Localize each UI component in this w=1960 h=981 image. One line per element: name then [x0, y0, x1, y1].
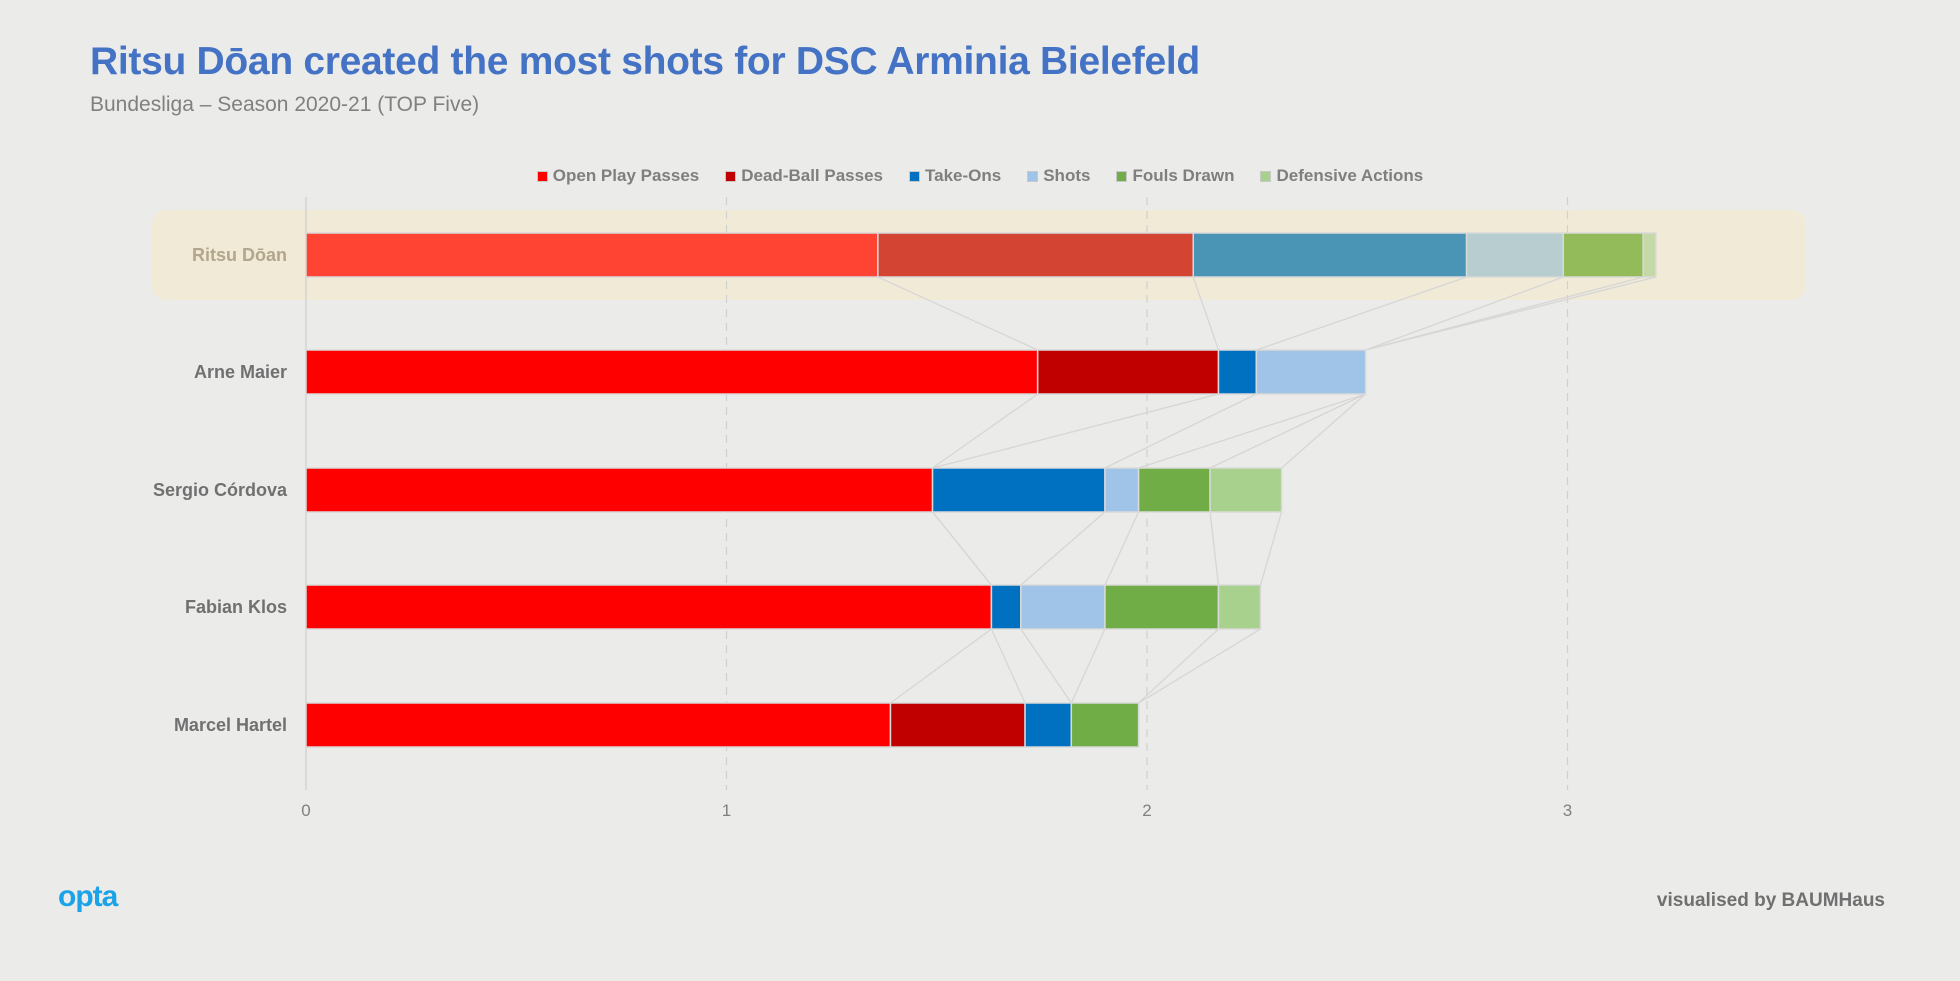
connector-line: [1365, 276, 1564, 351]
bar-segment: [1104, 584, 1220, 630]
chart-subtitle: Bundesliga – Season 2020-21 (TOP Five): [90, 93, 480, 116]
x-tick-label: 3: [1563, 801, 1572, 820]
chart-title: Ritsu Dōan created the most shots for DS…: [90, 40, 1200, 83]
legend: Open Play Passes Dead-Ball Passes Take-Ons…: [0, 166, 1960, 186]
x-tick-label: 2: [1142, 801, 1151, 820]
bar-segment: [1036, 349, 1220, 395]
bar-segment: [305, 584, 993, 630]
connector-line: [1104, 511, 1140, 586]
connector-line: [1192, 276, 1220, 351]
x-tick-label: 0: [301, 801, 310, 820]
bar-segment: [305, 232, 879, 278]
legend-item: Dead-Ball Passes: [725, 166, 883, 186]
connector-line: [990, 628, 1026, 704]
player-label: Ritsu Dōan: [192, 245, 287, 265]
credit-text: visualised by BAUMHaus: [1656, 890, 1885, 911]
connector-line: [877, 276, 1038, 351]
bar-segment: [1255, 349, 1367, 395]
player-label: Fabian Klos: [185, 597, 287, 617]
bar-segment: [1217, 584, 1262, 630]
bar-segment: [305, 349, 1039, 395]
connector-line: [1020, 628, 1072, 704]
connector-line: [1138, 628, 1261, 704]
connector-line: [1281, 393, 1367, 469]
player-label: Sergio Córdova: [153, 480, 288, 500]
connector-lines: [877, 276, 1656, 704]
bar-segment: [305, 702, 892, 748]
legend-swatch: [1116, 170, 1128, 182]
legend-swatch: [536, 170, 548, 182]
legend-swatch: [725, 170, 737, 182]
legend-label: Open Play Passes: [552, 166, 700, 185]
connector-line: [890, 628, 992, 704]
connector-line: [932, 511, 992, 586]
bar-segment: [1465, 232, 1565, 278]
bar-segment: [931, 467, 1106, 513]
bar-segment: [305, 467, 934, 513]
legend-item: Defensive Actions: [1260, 166, 1423, 186]
bar-segment: [1642, 232, 1657, 278]
connector-line: [1138, 393, 1366, 469]
player-label: Marcel Hartel: [174, 715, 287, 735]
legend-swatch: [1027, 170, 1039, 182]
bar-segment: [1104, 467, 1140, 513]
player-label: Arne Maier: [194, 362, 287, 382]
bar-segment: [1137, 467, 1211, 513]
connector-line: [1209, 393, 1366, 469]
legend-item: Fouls Drawn: [1116, 166, 1234, 186]
legend-swatch: [909, 170, 920, 182]
legend-label: Take-Ons: [925, 166, 1002, 185]
connector-line: [1365, 276, 1656, 351]
connector-line: [1070, 628, 1106, 704]
bar-segment: [990, 584, 1022, 630]
legend-item: Open Play Passes: [536, 166, 700, 186]
connector-line: [1138, 628, 1219, 704]
bar-segment: [877, 232, 1195, 278]
connector-line: [932, 393, 1039, 469]
opta-logo: opta: [58, 880, 118, 913]
bar-segment: [1192, 232, 1468, 278]
legend-label: Defensive Actions: [1276, 166, 1424, 185]
connector-line: [1020, 511, 1106, 586]
bar-segment: [1217, 349, 1258, 395]
connector-line: [1209, 511, 1220, 586]
bar-segment: [1209, 467, 1283, 513]
legend-item: Take-Ons: [909, 166, 1001, 186]
x-tick-label: 1: [722, 801, 731, 820]
bar-segment: [1070, 702, 1140, 748]
connector-line: [932, 393, 1219, 469]
legend-label: Shots: [1043, 166, 1091, 185]
bar-segment: [1562, 232, 1644, 278]
connector-line: [1259, 511, 1283, 586]
legend-item: Shots: [1027, 166, 1090, 186]
legend-label: Dead-Ball Passes: [741, 166, 883, 185]
bar-segment: [1024, 702, 1073, 748]
connector-line: [1104, 393, 1257, 469]
bar-segment: [889, 702, 1026, 748]
legend-swatch: [1260, 170, 1272, 182]
bar-segment: [1020, 584, 1106, 630]
connector-line: [1256, 276, 1467, 351]
legend-label: Fouls Drawn: [1132, 166, 1235, 185]
